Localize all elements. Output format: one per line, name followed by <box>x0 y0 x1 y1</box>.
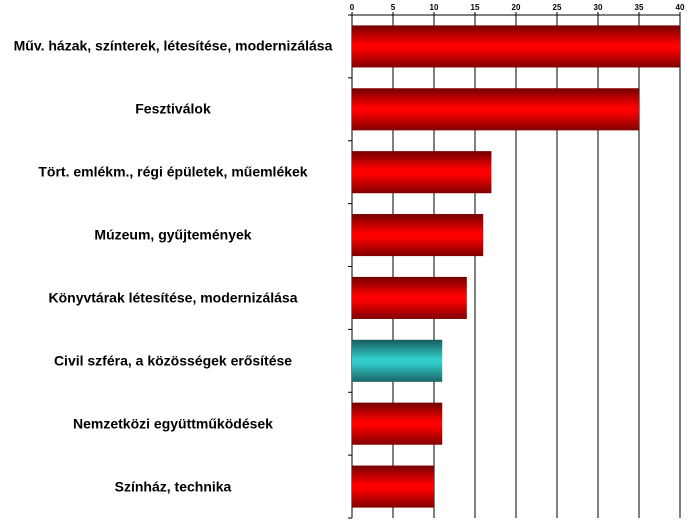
x-tick-label: 20 <box>512 3 521 12</box>
bar-shade <box>352 214 484 257</box>
x-tick-label: 30 <box>594 3 603 12</box>
category-label: Nemzetközi együttműködések <box>73 415 273 432</box>
bar-shade <box>352 25 680 68</box>
category-label: Műv. házak, színterek, létesítése, moder… <box>13 37 333 54</box>
category-label: Fesztiválok <box>135 100 211 117</box>
x-tick-label: 0 <box>350 3 355 12</box>
x-tick-label: 15 <box>471 3 480 12</box>
category-label: Múzeum, gyűjtemények <box>94 226 252 243</box>
category-label: Színház, technika <box>114 478 232 495</box>
category-label: Civil szféra, a közösségek erősítése <box>53 352 293 369</box>
bar-shade <box>352 276 467 319</box>
x-tick-label: 40 <box>676 3 685 12</box>
category-label: Könyvtárak létesítése, modernizálása <box>48 289 298 306</box>
x-tick-label: 35 <box>635 3 644 12</box>
bar-shade <box>352 339 443 382</box>
bar-shade <box>352 465 434 508</box>
bar-shade <box>352 151 492 194</box>
bar-shade <box>352 88 639 131</box>
x-tick-label: 10 <box>430 3 439 12</box>
x-tick-label: 5 <box>391 3 396 12</box>
bar-shade <box>352 402 443 445</box>
category-label: Tört. emlékm., régi épületek, műemlékek <box>38 163 308 180</box>
x-tick-label: 25 <box>553 3 562 12</box>
